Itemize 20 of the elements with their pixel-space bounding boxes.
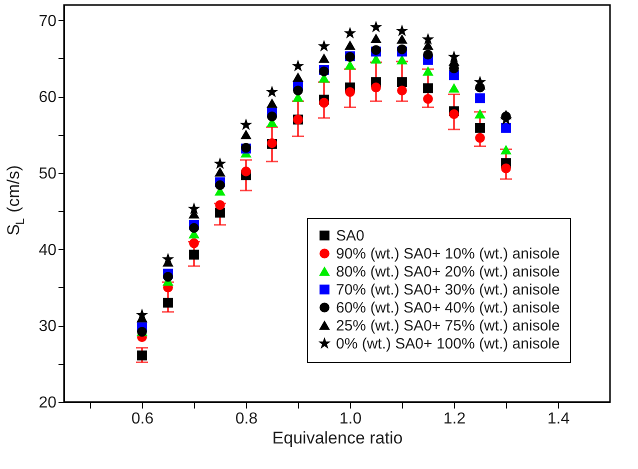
legend-label: 25% (wt.) SA0+ 75% (wt.) anisole bbox=[336, 318, 560, 334]
legend-label: 80% (wt.) SA0+ 20% (wt.) anisole bbox=[336, 264, 560, 280]
x-tick-label: 1.2 bbox=[443, 410, 466, 428]
y-tick-label: 50 bbox=[38, 165, 57, 182]
x-tick-label: 1.4 bbox=[547, 410, 570, 428]
legend-label: 70% (wt.) SA0+ 30% (wt.) anisole bbox=[336, 282, 560, 298]
y-tick-label: 40 bbox=[38, 242, 57, 259]
x-axis-title: Equivalence ratio bbox=[272, 428, 403, 448]
y-tick-label: 20 bbox=[38, 394, 57, 412]
legend-label: 60% (wt.) SA0+ 40% (wt.) anisole bbox=[336, 300, 560, 316]
x-tick-label: 0.8 bbox=[235, 410, 258, 428]
legend-label: SA0 bbox=[336, 228, 364, 244]
y-tick-label: 70 bbox=[38, 12, 57, 30]
x-tick-label: 1.0 bbox=[339, 410, 362, 428]
y-axis-title: SL (cm/s) bbox=[4, 165, 27, 236]
y-tick-label: 30 bbox=[38, 318, 57, 336]
y-tick-label: 60 bbox=[38, 89, 57, 106]
x-tick-label: 0.6 bbox=[131, 410, 154, 428]
legend-label: 0% (wt.) SA0+ 100% (wt.) anisole bbox=[336, 336, 560, 352]
legend-label: 90% (wt.) SA0+ 10% (wt.) anisole bbox=[336, 246, 560, 262]
